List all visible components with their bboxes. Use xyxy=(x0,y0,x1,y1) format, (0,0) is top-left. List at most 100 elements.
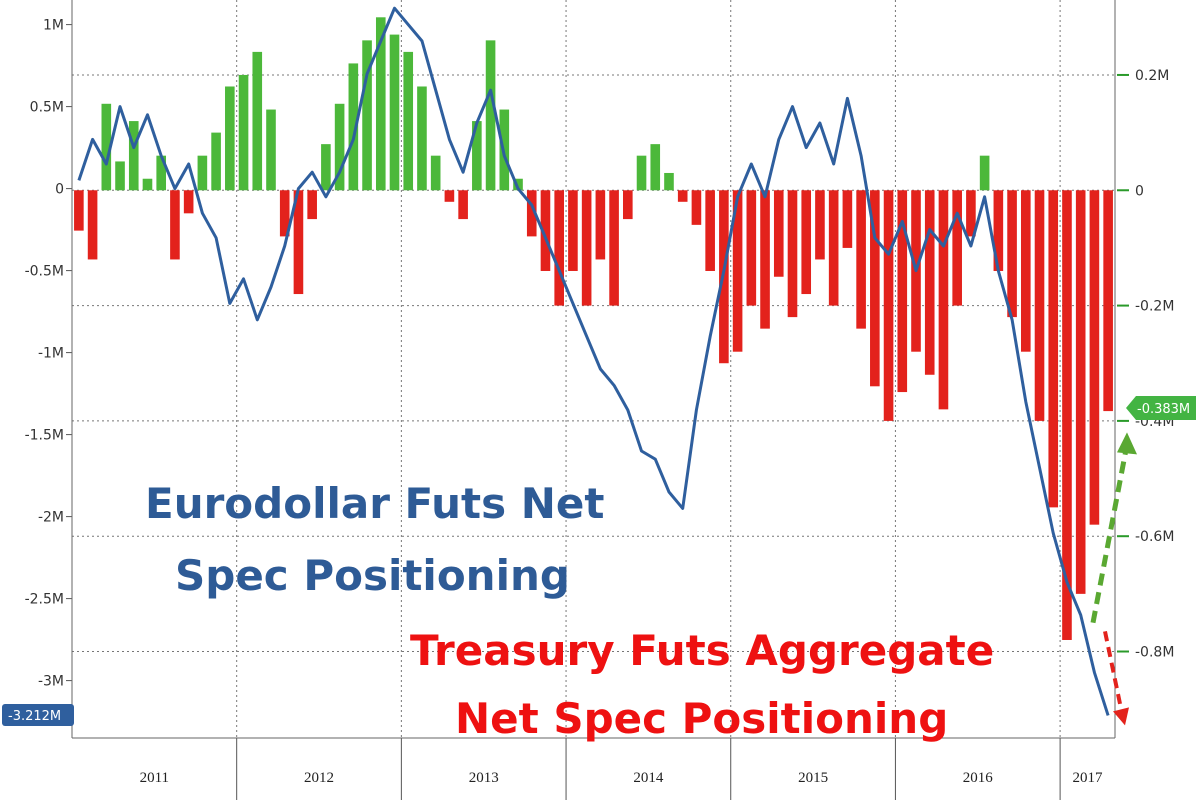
treasury-bar xyxy=(321,144,331,191)
treasury-bar xyxy=(513,178,523,191)
treasury-bar xyxy=(650,144,661,191)
treasury-bar xyxy=(801,190,812,295)
left-axis-tick-label: 0 xyxy=(55,182,64,198)
treasury-bar xyxy=(815,190,825,260)
treasury-bar xyxy=(142,178,153,191)
treasury-bar xyxy=(595,190,606,260)
treasury-bar xyxy=(828,190,839,306)
right-axis-tick-label: -0.6M xyxy=(1135,529,1174,545)
treasury-bar xyxy=(705,190,715,271)
treasury-bar xyxy=(526,190,537,237)
treasury-bar xyxy=(609,190,619,306)
treasury-bar xyxy=(664,172,674,191)
left-axis-tick-label: -0.5M xyxy=(25,264,64,280)
treasury-bar xyxy=(540,190,551,271)
left-axis-tick-label: 1M xyxy=(43,18,64,34)
treasury-bar xyxy=(1089,190,1100,525)
up-arrow-shaft xyxy=(1090,443,1130,624)
eurodollar-last-value-bg xyxy=(2,704,74,726)
treasury-bar xyxy=(1103,190,1113,412)
left-axis-tick-label: -2.5M xyxy=(25,592,64,608)
left-axis-tick-label: -3M xyxy=(38,674,64,690)
treasury-bar xyxy=(444,190,455,202)
treasury-bar xyxy=(87,190,98,260)
treasury-bar xyxy=(485,40,496,191)
treasury-bar xyxy=(1062,190,1072,640)
right-axis-tick-label: 0.2M xyxy=(1135,68,1169,84)
treasury-bar xyxy=(334,103,345,191)
treasury-bar xyxy=(773,190,784,277)
left-axis-tick-label: -1M xyxy=(38,346,64,362)
treasury-bar xyxy=(732,190,743,352)
left-axis-tick-label: -2M xyxy=(38,510,64,526)
eurodollar-last-value-badge: -3.212M xyxy=(2,704,74,726)
treasury-bar xyxy=(252,51,263,191)
treasury-bar xyxy=(691,190,702,225)
grid-lines xyxy=(72,0,1115,738)
treasury-last-value-bg xyxy=(1126,396,1196,420)
right-axis-tick-label: 0 xyxy=(1135,183,1144,199)
treasury-bar xyxy=(897,190,908,393)
year-label: 2012 xyxy=(304,770,334,786)
treasury-bar xyxy=(183,190,194,214)
treasury-bar xyxy=(197,155,208,191)
treasury-annotation-line2: Net Spec Positioning xyxy=(455,694,948,743)
year-label: 2011 xyxy=(140,770,169,786)
eurodollar-line xyxy=(77,6,1110,716)
treasury-bar xyxy=(870,190,880,387)
right-axis-tick-label: -0.2M xyxy=(1135,299,1174,315)
axes: 0.2M0-0.2M-0.4M-0.6M-0.8M1M0.5M0-0.5M-1M… xyxy=(25,0,1174,800)
annotations: Eurodollar Futs Net Spec Positioning Tre… xyxy=(145,479,994,743)
treasury-bar xyxy=(636,155,647,191)
treasury-last-value: -0.383M xyxy=(1137,402,1190,417)
treasury-bar xyxy=(1034,190,1045,421)
treasury-bar xyxy=(403,51,414,191)
treasury-bar xyxy=(1075,190,1086,594)
treasury-bar xyxy=(472,121,482,191)
treasury-bar xyxy=(1007,190,1017,318)
treasury-bar xyxy=(856,190,866,329)
treasury-bar xyxy=(966,190,976,237)
treasury-bar xyxy=(128,121,139,191)
trend-arrows xyxy=(1090,432,1137,726)
treasury-bar xyxy=(554,190,564,306)
down-arrow-head xyxy=(1113,707,1129,726)
treasury-annotation-line1: Treasury Futs Aggregate xyxy=(410,626,994,675)
treasury-bar xyxy=(1048,190,1059,508)
treasury-bar xyxy=(952,190,962,306)
treasury-bar xyxy=(74,190,84,231)
treasury-bar xyxy=(389,34,400,191)
treasury-last-value-badge: -0.383M xyxy=(1126,396,1196,420)
treasury-bar xyxy=(375,17,386,191)
left-axis-tick-label: 0.5M xyxy=(30,100,64,116)
eurodollar-line-group xyxy=(77,6,1110,716)
treasury-bar xyxy=(938,190,949,410)
treasury-bar xyxy=(293,190,304,295)
treasury-bar xyxy=(156,155,167,191)
treasury-bar xyxy=(1020,190,1031,352)
treasury-bar xyxy=(170,190,180,260)
treasury-bar xyxy=(307,190,317,220)
treasury-bar xyxy=(787,190,798,318)
treasury-bar xyxy=(458,190,468,220)
treasury-bar xyxy=(979,155,990,191)
down-arrow-shaft xyxy=(1103,630,1124,714)
treasury-bar xyxy=(924,190,935,375)
treasury-bar xyxy=(842,190,853,248)
left-axis-tick-label: -1.5M xyxy=(25,428,64,444)
eurodollar-annotation-line1: Eurodollar Futs Net xyxy=(145,479,604,528)
treasury-bar xyxy=(348,63,359,191)
treasury-bar xyxy=(115,161,125,191)
treasury-bar xyxy=(760,190,770,329)
treasury-bar xyxy=(362,40,372,191)
treasury-bars xyxy=(74,17,1113,640)
treasury-bar xyxy=(211,132,221,191)
treasury-bar xyxy=(883,190,894,421)
treasury-bar xyxy=(225,86,235,191)
year-label: 2017 xyxy=(1073,770,1104,786)
treasury-bar xyxy=(677,190,688,202)
treasury-bar xyxy=(101,103,112,191)
treasury-bar xyxy=(266,109,276,191)
treasury-bar xyxy=(581,190,592,306)
up-arrow-head xyxy=(1117,432,1137,455)
